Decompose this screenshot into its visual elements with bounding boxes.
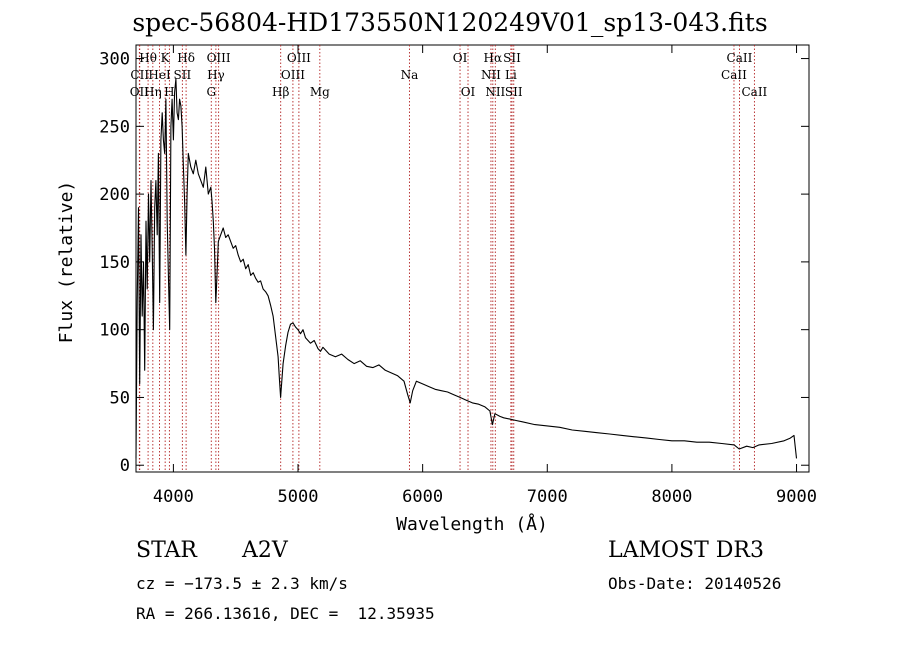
x-tick-label: 5000 <box>278 487 319 507</box>
line-label: NII <box>485 85 505 99</box>
line-label: Hγ <box>207 68 225 82</box>
line-label: H <box>164 85 174 99</box>
x-tick-label: 8000 <box>651 487 692 507</box>
line-label: Hθ <box>139 51 157 65</box>
line-label: OII <box>130 85 150 99</box>
x-tick-label: 4000 <box>153 487 194 507</box>
line-label: Mg <box>310 85 330 99</box>
y-tick-label: 0 <box>120 456 130 476</box>
line-label: OI <box>461 85 476 99</box>
observation-date: Obs-Date: 20140526 <box>608 574 782 593</box>
line-label: K <box>161 51 171 65</box>
redshift-velocity: cz = −173.5 ± 2.3 km/s <box>136 574 348 593</box>
y-tick-label: 150 <box>99 253 130 273</box>
line-label: CaII <box>727 51 753 65</box>
y-tick-label: 100 <box>99 321 130 341</box>
x-tick-label: 6000 <box>402 487 443 507</box>
line-label: Li <box>505 68 517 82</box>
y-tick-label: 200 <box>99 185 130 205</box>
line-label: Na <box>401 68 419 82</box>
line-label: OIII <box>207 51 231 65</box>
line-label: SII <box>503 51 521 65</box>
spectrum-line <box>135 78 798 459</box>
line-label: NII <box>481 68 501 82</box>
x-tick-label: 7000 <box>527 487 568 507</box>
plot-frame <box>135 44 810 473</box>
line-label: CII <box>130 68 149 82</box>
line-label: Hη <box>144 85 162 99</box>
line-label: Hβ <box>272 85 289 99</box>
line-label: HeI <box>148 68 171 82</box>
line-label: G <box>206 85 216 99</box>
chart-title: spec-56804-HD173550N120249V01_sp13-043.f… <box>132 8 768 37</box>
x-tick-label: 9000 <box>776 487 817 507</box>
line-label: Hα <box>484 51 503 65</box>
object-class: STAR <box>136 538 197 563</box>
line-label: CaII <box>741 85 767 99</box>
y-tick-label: 300 <box>99 50 130 70</box>
line-label: Hδ <box>177 51 195 65</box>
object-subclass: A2V <box>242 538 288 563</box>
y-tick-label: 50 <box>110 388 130 408</box>
survey-name: LAMOST DR3 <box>608 538 764 563</box>
line-label: SII <box>174 68 192 82</box>
line-label: SII <box>505 85 523 99</box>
x-axis-label: Wavelength (Å) <box>396 513 548 535</box>
y-axis-label: Flux (relative) <box>56 181 77 344</box>
line-label: OI <box>453 51 468 65</box>
line-label: OIII <box>281 68 305 82</box>
line-label: CaII <box>721 68 747 82</box>
coordinates: RA = 266.13616, DEC = 12.35935 <box>136 604 435 623</box>
line-label: OIII <box>287 51 311 65</box>
y-tick-label: 250 <box>99 117 130 137</box>
